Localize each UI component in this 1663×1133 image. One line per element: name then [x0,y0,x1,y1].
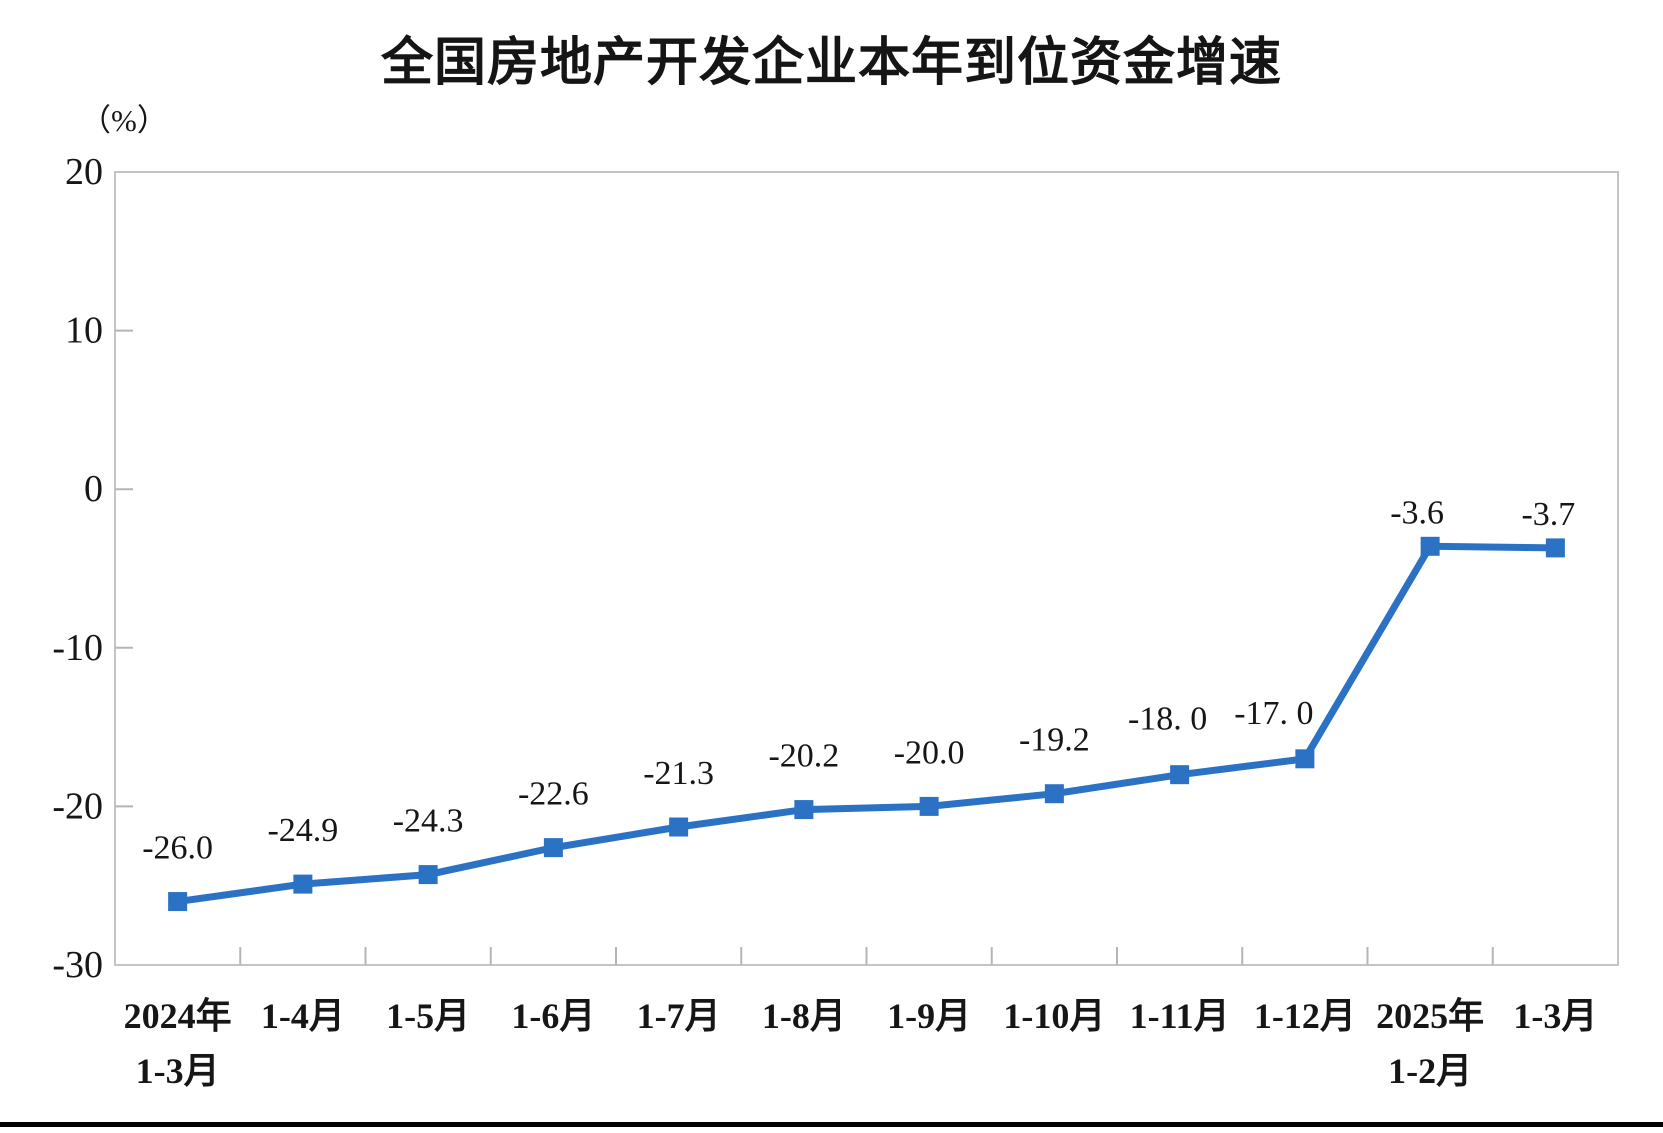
data-point-marker [418,865,438,885]
data-point-label: -21.3 [643,755,714,792]
data-point-marker [168,892,188,912]
x-axis-category-label: 1-8月 [762,996,846,1036]
data-point-marker [543,838,563,858]
data-point-marker [1044,784,1064,804]
x-axis-category-label: 1-10月 [1003,996,1105,1036]
data-point-label: -19.2 [1019,722,1090,759]
y-axis-unit-label: （%） [80,103,168,138]
x-axis-category-label: 1-6月 [511,996,595,1036]
chart-title: 全国房地产开发企业本年到位资金增速 [380,34,1282,92]
data-point-label: -24.9 [267,812,338,849]
x-axis-category-label: 1-2月 [1388,1051,1472,1091]
data-point-label: -20.2 [768,738,839,775]
data-point-marker [919,796,939,816]
x-axis-category-label: 1-3月 [1513,996,1597,1036]
data-point-label: -20.0 [894,734,965,771]
data-point-marker [1420,536,1440,556]
data-point-marker [1170,765,1190,785]
data-point-label: -3.7 [1521,496,1575,533]
data-point-marker [669,817,689,837]
data-point-label: -3.6 [1390,494,1444,531]
x-axis-category-label: 2025年 [1376,996,1484,1036]
y-axis-tick-label: 0 [84,468,103,510]
y-axis-tick-label: -20 [52,785,103,827]
x-axis-category-label: 2024年 [124,996,232,1036]
data-line [177,542,1556,906]
bottom-divider [0,1122,1663,1127]
data-point-label: -24.3 [393,803,464,840]
data-point-marker [1295,749,1315,769]
data-point-label: -22.6 [518,776,589,813]
y-axis-tick-label: -10 [52,627,103,669]
x-axis-category-label: 1-9月 [887,996,971,1036]
data-point-label: -26.0 [142,830,213,867]
data-point-label: -17. 0 [1234,695,1313,732]
y-axis-tick-label: -30 [52,944,103,986]
x-axis-category-label: 1-5月 [386,996,470,1036]
x-axis-category-label: 1-12月 [1254,996,1356,1036]
x-axis-category-label: 1-3月 [136,1051,220,1091]
x-axis-category-label: 1-7月 [637,996,721,1036]
x-axis-category-label: 1-4月 [261,996,345,1036]
y-axis-tick-label: 10 [65,310,103,352]
plot-border [114,171,1619,966]
x-axis-category-label: 1-11月 [1130,996,1230,1036]
data-point-marker [794,800,814,820]
data-point-marker [293,874,313,894]
data-point-marker [1545,538,1565,558]
y-axis-tick-label: 20 [65,151,103,193]
data-point-label: -18. 0 [1128,701,1207,738]
